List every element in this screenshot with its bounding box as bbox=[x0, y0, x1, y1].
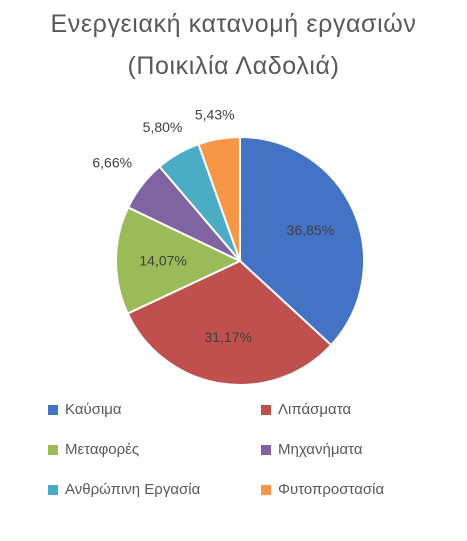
legend-label: Λιπάσματα bbox=[278, 401, 352, 418]
legend-swatch bbox=[261, 444, 271, 455]
pie-slice-καύσιμα bbox=[239, 135, 365, 347]
legend-swatch bbox=[261, 404, 271, 415]
pie-slice-φυτοπροστασία bbox=[197, 135, 241, 262]
data-label-λιπάσματα: 31,17% bbox=[204, 329, 251, 345]
data-label-ανθρώπινη-εργασία: 5,80% bbox=[143, 119, 183, 135]
chart-title: Ενεργειακή κατανομή εργασιών bbox=[50, 10, 417, 38]
legend-item-φυτοπροστασία: Φυτοπροστασία bbox=[261, 481, 384, 498]
legend-item-λιπάσματα: Λιπάσματα bbox=[261, 401, 351, 418]
data-label-καύσιμα: 36,85% bbox=[287, 222, 334, 238]
legend-label: Καύσιμα bbox=[65, 401, 122, 418]
pie-slice-λιπάσματα bbox=[126, 259, 333, 386]
legend-label: Μηχανήματα bbox=[278, 441, 363, 458]
legend-swatch bbox=[261, 484, 271, 495]
legend-swatch bbox=[48, 404, 58, 415]
legend-item-μηχανήματα: Μηχανήματα bbox=[261, 441, 363, 458]
legend-item-καύσιμα: Καύσιμα bbox=[48, 401, 122, 418]
legend-label: Μεταφορές bbox=[65, 441, 140, 458]
chart-subtitle: (Ποικιλία Λαδολιά) bbox=[127, 52, 340, 80]
legend-item-ανθρώπινη-εργασία: Ανθρώπινη Εργασία bbox=[48, 481, 200, 498]
data-label-μεταφορές: 14,07% bbox=[139, 253, 186, 269]
legend-label: Φυτοπροστασία bbox=[278, 481, 385, 498]
legend-item-μεταφορές: Μεταφορές bbox=[48, 441, 139, 458]
data-label-φυτοπροστασία: 5,43% bbox=[195, 106, 235, 122]
legend-swatch bbox=[48, 484, 58, 495]
data-label-μηχανήματα: 6,66% bbox=[92, 155, 132, 171]
legend-swatch bbox=[48, 444, 58, 455]
pie-slice-μεταφορές bbox=[115, 206, 243, 315]
legend-label: Ανθρώπινη Εργασία bbox=[65, 481, 201, 498]
